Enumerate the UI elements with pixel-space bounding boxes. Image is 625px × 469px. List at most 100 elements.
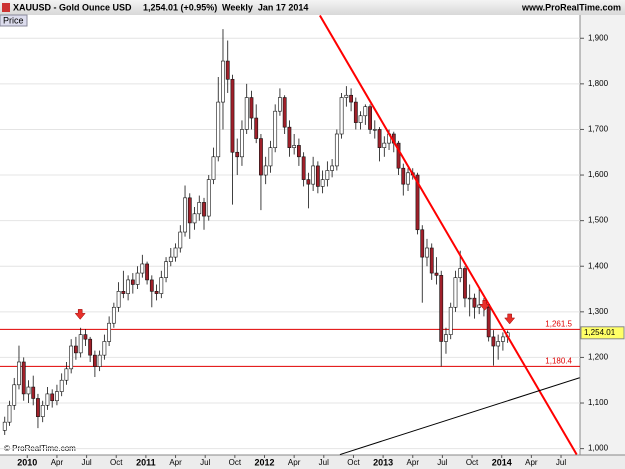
candle-body [192, 213, 197, 224]
candle-body [382, 142, 387, 148]
candle-body [126, 279, 130, 294]
candle-body [325, 170, 330, 180]
candle-body [444, 334, 448, 342]
y-tick-label: 1,000 [588, 444, 609, 453]
candle-body [111, 306, 116, 324]
candle-body [368, 106, 372, 130]
candle-body [278, 97, 282, 112]
candle-body [320, 179, 325, 187]
candle-body [396, 142, 401, 169]
x-axis-panel [0, 455, 625, 469]
candle-body [434, 272, 439, 276]
quote: 1,254.01 (+0.95%) [143, 2, 217, 12]
candle-body [178, 231, 183, 249]
symbol-title: XAUUSD - Gold Ounce USD [13, 2, 132, 12]
x-tick-label: 2013 [373, 457, 393, 467]
candle-body [64, 368, 69, 381]
x-tick-label: Jul [200, 458, 210, 467]
candle-body [7, 405, 12, 423]
candle-body [40, 405, 45, 417]
candle-body [472, 297, 477, 308]
candle-body [344, 94, 349, 98]
x-tick-label: Apr [169, 458, 182, 467]
header-icon [2, 3, 10, 12]
candle-body [21, 361, 26, 395]
candle-body [197, 202, 202, 215]
candle-body [491, 336, 496, 347]
candle-body [116, 291, 121, 308]
candle-body [429, 247, 434, 274]
candle-body [74, 345, 78, 354]
trendline [339, 377, 580, 455]
candle-body [17, 361, 21, 386]
candle-body [130, 279, 135, 285]
candle-body [296, 145, 301, 158]
candle-body [235, 151, 240, 158]
x-tick-label: Jul [556, 458, 566, 467]
candle-body [97, 354, 102, 367]
candle-body [55, 391, 59, 402]
candle-body [496, 341, 501, 347]
candle-body [164, 261, 168, 278]
panel-label-box [0, 14, 28, 27]
y-tick-label: 1,600 [588, 170, 609, 179]
candle-body [140, 263, 145, 274]
x-tick-label: Apr [51, 458, 64, 467]
candle-body [145, 263, 149, 281]
candle-body [273, 110, 278, 148]
y-tick-label: 1,100 [588, 398, 609, 407]
candle-body [415, 174, 420, 231]
candle-body [12, 384, 17, 406]
candle-body [287, 126, 292, 148]
candle-body [225, 60, 230, 80]
arrow-marker [479, 300, 491, 311]
plot-area [0, 15, 580, 455]
level-label: 1,180.4 [545, 356, 572, 365]
candle-body [453, 277, 458, 308]
candle-body [45, 393, 50, 406]
candle-body [149, 279, 154, 292]
candle-body [401, 167, 406, 185]
candle-body [202, 202, 206, 217]
x-tick-label: Apr [525, 458, 538, 467]
y-tick-label: 1,700 [588, 125, 609, 134]
x-tick-label: Jul [437, 458, 447, 467]
candle-body [339, 97, 344, 135]
candle-body [230, 78, 235, 153]
candle-body [501, 336, 505, 342]
candle-body [78, 334, 83, 354]
candle-body [282, 97, 287, 128]
candle-body [83, 334, 88, 340]
candle-body [88, 338, 93, 356]
candle-body [477, 304, 482, 308]
x-tick-label: 2011 [136, 457, 156, 467]
header-bar [0, 0, 625, 15]
x-tick-label: 2014 [492, 457, 512, 467]
y-tick-label: 1,900 [588, 33, 609, 42]
candle-body [168, 256, 173, 262]
x-tick-label: Apr [288, 458, 301, 467]
candle-body [420, 229, 425, 258]
candle-body [467, 297, 472, 300]
candle-body [377, 129, 382, 148]
candle-body [349, 94, 353, 103]
candle-body [159, 277, 164, 294]
candle-body [69, 345, 74, 370]
candle-body [263, 165, 268, 176]
x-tick-label: Oct [229, 458, 242, 467]
candle-body [2, 421, 7, 431]
candle-body [50, 393, 55, 402]
candle-body [358, 115, 363, 123]
candle-body [406, 172, 410, 185]
level-label: 1,261.5 [545, 319, 572, 328]
y-tick-label: 1,400 [588, 261, 609, 270]
x-tick-label: Oct [347, 458, 360, 467]
x-tick-label: Oct [466, 458, 479, 467]
candle-body [183, 197, 187, 233]
candle-body [26, 386, 31, 395]
x-tick-label: Apr [407, 458, 420, 467]
y-axis-panel [580, 15, 625, 455]
candle-body [240, 129, 244, 158]
trendline [319, 15, 578, 455]
